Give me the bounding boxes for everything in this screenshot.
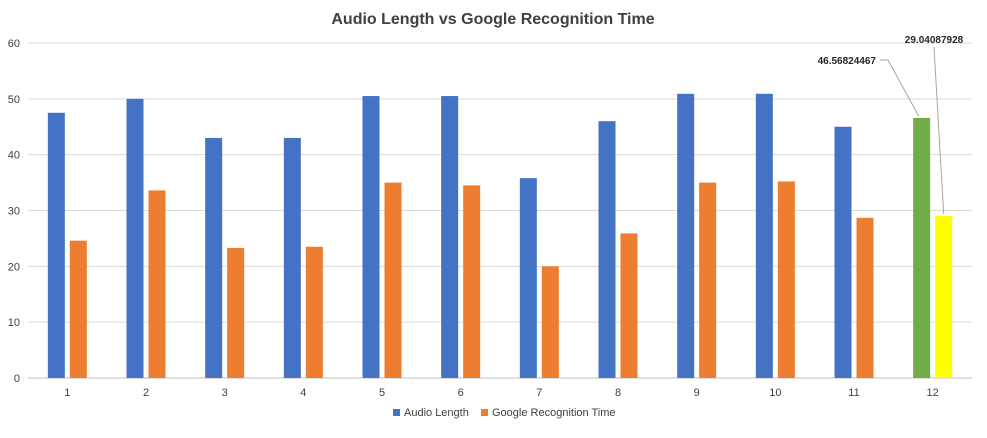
bar-recognition-time-2 bbox=[148, 190, 166, 378]
bar-recognition-time-5 bbox=[384, 182, 402, 378]
bar-recognition-time-4 bbox=[305, 246, 323, 378]
bar-audio-length-1 bbox=[47, 112, 65, 379]
gridlines bbox=[28, 42, 972, 379]
bar-audio-length-3 bbox=[205, 137, 223, 378]
y-tick-label: 60 bbox=[8, 38, 20, 50]
bar-recognition-time-9 bbox=[699, 182, 717, 378]
x-tick-label: 11 bbox=[848, 387, 859, 399]
bar-audio-length-7 bbox=[519, 178, 537, 378]
callout-data-label: 29.04087928 bbox=[905, 35, 964, 46]
x-tick-label: 4 bbox=[300, 387, 306, 399]
x-tick-label: 5 bbox=[379, 387, 385, 399]
bar-audio-length-9 bbox=[677, 93, 695, 378]
bar-recognition-time-10 bbox=[777, 181, 795, 378]
legend: Audio Length Google Recognition Time bbox=[393, 407, 616, 419]
bar-audio-length-12 bbox=[913, 117, 931, 379]
x-tick-label: 8 bbox=[615, 387, 621, 399]
bar-recognition-time-11 bbox=[856, 217, 874, 378]
legend-swatch bbox=[481, 409, 488, 416]
bar-audio-length-2 bbox=[126, 98, 144, 378]
y-tick-label: 30 bbox=[8, 206, 20, 218]
y-tick-label: 10 bbox=[8, 317, 20, 329]
legend-label: Audio Length bbox=[404, 407, 469, 419]
bar-audio-length-11 bbox=[834, 126, 852, 378]
x-tick-label: 9 bbox=[694, 387, 700, 399]
legend-label: Google Recognition Time bbox=[492, 407, 616, 419]
bar-audio-length-10 bbox=[755, 93, 773, 378]
bar-recognition-time-1 bbox=[69, 240, 87, 378]
x-tick-label: 2 bbox=[143, 387, 149, 399]
x-tick-label: 1 bbox=[64, 387, 70, 399]
y-tick-label: 20 bbox=[8, 261, 20, 273]
x-tick-label: 6 bbox=[458, 387, 464, 399]
bar-audio-length-5 bbox=[362, 96, 380, 379]
bar-recognition-time-6 bbox=[463, 185, 481, 378]
bar-recognition-time-8 bbox=[620, 233, 638, 378]
legend-swatch bbox=[393, 409, 400, 416]
y-axis: 0 10 20 30 40 50 60 bbox=[8, 38, 20, 385]
y-tick-label: 50 bbox=[8, 94, 20, 106]
bar-audio-length-6 bbox=[441, 96, 459, 379]
callout-leader-line bbox=[933, 46, 945, 214]
x-tick-label: 3 bbox=[222, 387, 228, 399]
callout-leader-line bbox=[880, 59, 920, 117]
y-tick-label: 40 bbox=[8, 150, 20, 162]
bars bbox=[47, 93, 953, 379]
chart-title: Audio Length vs Google Recognition Time bbox=[331, 11, 654, 28]
bar-audio-length-8 bbox=[598, 121, 616, 379]
bar-recognition-time-3 bbox=[227, 247, 245, 378]
data-label-callouts: 46.56824467 29.04087928 bbox=[818, 35, 964, 214]
x-tick-label: 12 bbox=[927, 387, 939, 399]
bar-recognition-time-12 bbox=[935, 215, 953, 378]
bar-recognition-time-7 bbox=[541, 266, 559, 378]
x-axis: 1 2 3 4 5 6 7 8 9 10 11 12 bbox=[64, 387, 939, 399]
callout-data-label: 46.56824467 bbox=[818, 56, 877, 67]
bar-audio-length-4 bbox=[283, 137, 301, 378]
x-tick-label: 10 bbox=[769, 387, 781, 399]
x-tick-label: 7 bbox=[536, 387, 542, 399]
y-tick-label: 0 bbox=[14, 373, 20, 385]
